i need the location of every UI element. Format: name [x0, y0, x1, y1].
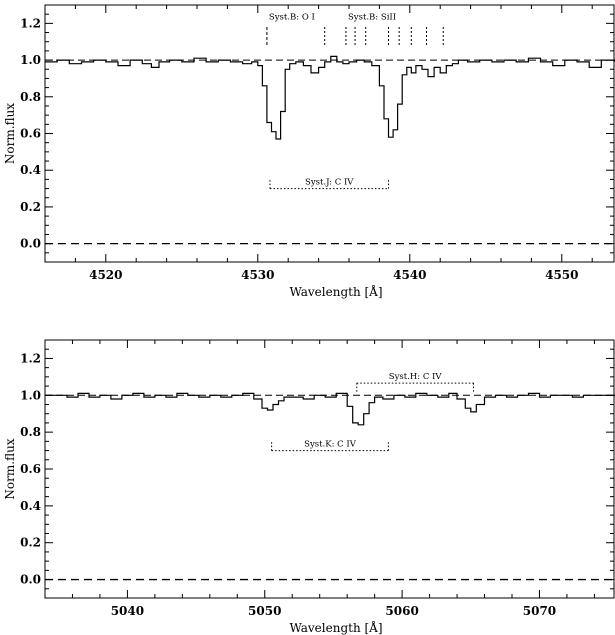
- y-tick-label: 0.8: [20, 425, 41, 439]
- y-axis-title: Norm.flux: [3, 438, 17, 499]
- x-tick-label: 5070: [523, 604, 556, 618]
- y-tick-label: 0.4: [20, 499, 41, 513]
- y-tick-label: 0.0: [20, 573, 41, 587]
- x-tick-label: 5060: [385, 604, 418, 618]
- y-tick-label: 0.2: [20, 200, 41, 214]
- x-tick-label: 4530: [241, 268, 274, 282]
- y-tick-label: 0.2: [20, 536, 41, 550]
- y-tick-label: 0.6: [20, 127, 41, 141]
- spectrum-line: [45, 55, 615, 140]
- x-tick-label: 4540: [393, 268, 426, 282]
- plot-frame: [44, 4, 615, 263]
- y-tick-label: 0.6: [20, 462, 41, 476]
- x-tick-label: 4520: [89, 268, 122, 282]
- y-tick-label: 0.8: [20, 90, 41, 104]
- x-axis-title: Wavelength [Å]: [289, 284, 382, 299]
- y-tick-label: 0.0: [20, 237, 41, 251]
- system-label: Syst.J: C IV: [305, 178, 354, 188]
- y-tick-label: 1.2: [20, 351, 41, 365]
- system-label: Syst.B: SiII: [348, 13, 396, 23]
- y-tick-label: 0.4: [20, 163, 41, 177]
- system-label: Syst.H: C IV: [389, 372, 443, 382]
- x-axis-title: Wavelength [Å]: [289, 620, 382, 635]
- plot-frame: [44, 339, 615, 599]
- x-tick-label: 5050: [248, 604, 281, 618]
- y-tick-label: 1.2: [20, 16, 41, 30]
- x-tick-label: 4550: [545, 268, 578, 282]
- top-spectrum-panel: 0.0 0.2 0.4 0.6 0.8 1.0 1.2 4520 4530 4540 4550 Wav…: [3, 4, 615, 299]
- bottom-spectrum-panel: 0.0 0.2 0.4 0.6 0.8 1.0 1.2 5040 5050 5060 5070 Wav…: [3, 339, 615, 635]
- y-tick-label: 1.0: [20, 53, 41, 67]
- system-label: Syst.K: C IV: [304, 440, 357, 450]
- y-tick-label: 1.0: [20, 388, 41, 402]
- system-label: Syst.B: O I: [269, 13, 315, 23]
- spectrum-line: [45, 392, 615, 426]
- y-axis-title: Norm.flux: [3, 103, 17, 164]
- x-tick-label: 5040: [111, 604, 144, 618]
